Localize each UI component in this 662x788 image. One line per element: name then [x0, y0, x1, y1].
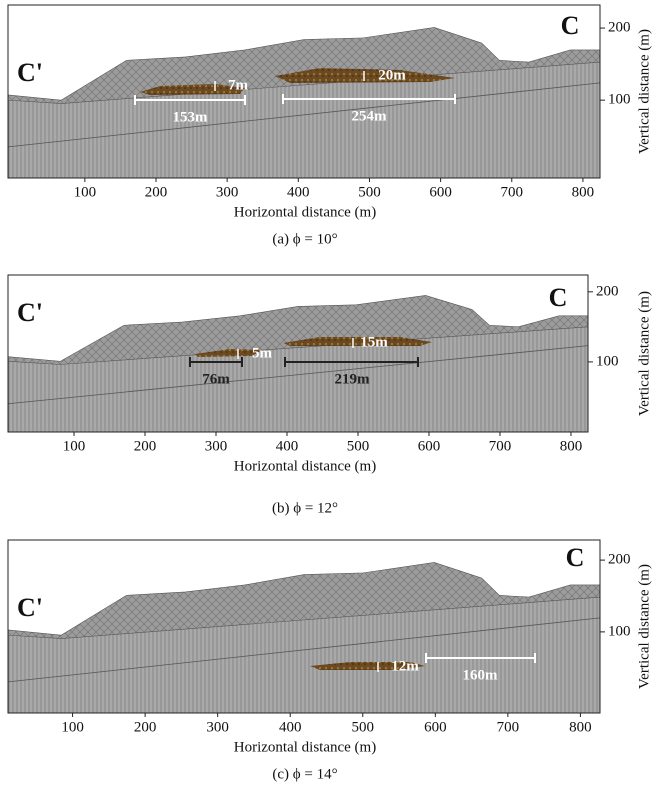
ground-body [8, 326, 588, 432]
section-label: C' [17, 593, 43, 622]
y-axis-label: Vertical distance (m) [636, 29, 652, 154]
annotation: 153m [173, 109, 209, 125]
x-tick-label: 100 [63, 438, 86, 454]
x-tick-label: 400 [279, 719, 302, 735]
y-tick-label: 100 [608, 623, 631, 639]
y-axis-label: Vertical distance (m) [636, 291, 652, 416]
x-tick-label: 600 [429, 184, 452, 200]
x-tick-label: 500 [352, 719, 375, 735]
x-axis-label: Horizontal distance (m) [234, 204, 376, 220]
annotation: 15m [360, 334, 388, 350]
x-tick-label: 600 [424, 719, 447, 735]
x-tick-label: 700 [497, 719, 520, 735]
x-axis-label: Horizontal distance (m) [234, 458, 376, 474]
x-tick-label: 200 [145, 184, 168, 200]
x-tick-label: 400 [276, 438, 299, 454]
x-tick-label: 800 [560, 438, 583, 454]
annotation: 7m [228, 77, 249, 93]
x-tick-label: 800 [569, 719, 592, 735]
deposit [283, 337, 432, 346]
deposit [195, 349, 262, 357]
plot-frame [7, 274, 589, 433]
section-label: C [549, 283, 568, 312]
x-tick-label: 500 [358, 184, 381, 200]
x-tick-label: 700 [489, 438, 512, 454]
y-tick-label: 100 [608, 92, 631, 108]
x-tick-label: 300 [205, 438, 228, 454]
x-axis-label: Horizontal distance (m) [234, 739, 376, 755]
x-tick-label: 400 [287, 184, 310, 200]
x-tick-label: 300 [216, 184, 239, 200]
section-label: C [566, 543, 585, 572]
y-tick-label: 200 [596, 283, 619, 299]
annotation: 20m [378, 67, 406, 83]
x-tick-label: 300 [206, 719, 229, 735]
section-label: C' [17, 298, 43, 327]
plot-frame [7, 539, 601, 714]
y-tick-label: 200 [608, 20, 631, 36]
layer-line [7, 82, 601, 148]
layer-line [7, 617, 601, 683]
y-tick-label: 100 [596, 353, 619, 369]
x-tick-label: 600 [418, 438, 441, 454]
y-axis-label: Vertical distance (m) [636, 564, 652, 689]
x-tick-label: 800 [572, 184, 595, 200]
deposit [310, 662, 425, 670]
caption: (c) ϕ = 14° [272, 766, 337, 782]
x-tick-label: 100 [74, 184, 97, 200]
section-label: C' [17, 58, 43, 87]
mountain [7, 562, 601, 639]
caption: (a) ϕ = 10° [272, 231, 337, 247]
ground-body [8, 597, 600, 713]
x-tick-label: 200 [134, 438, 157, 454]
x-tick-label: 700 [501, 184, 524, 200]
annotation: 12m [391, 658, 419, 674]
annotation: 160m [463, 667, 499, 683]
annotation: 219m [335, 371, 371, 387]
annotation: 76m [202, 371, 230, 387]
x-tick-label: 200 [134, 719, 157, 735]
annotation: 5m [252, 345, 273, 361]
ground-body [8, 62, 600, 179]
section-label: C [561, 11, 580, 40]
plot-frame [7, 4, 601, 179]
layer-line [7, 345, 589, 405]
x-tick-label: 500 [347, 438, 370, 454]
y-tick-label: 200 [608, 552, 631, 568]
deposit [140, 84, 245, 95]
deposit [275, 68, 455, 83]
caption: (b) ϕ = 12° [272, 500, 338, 516]
annotation: 254m [352, 108, 388, 124]
x-tick-label: 100 [61, 719, 84, 735]
